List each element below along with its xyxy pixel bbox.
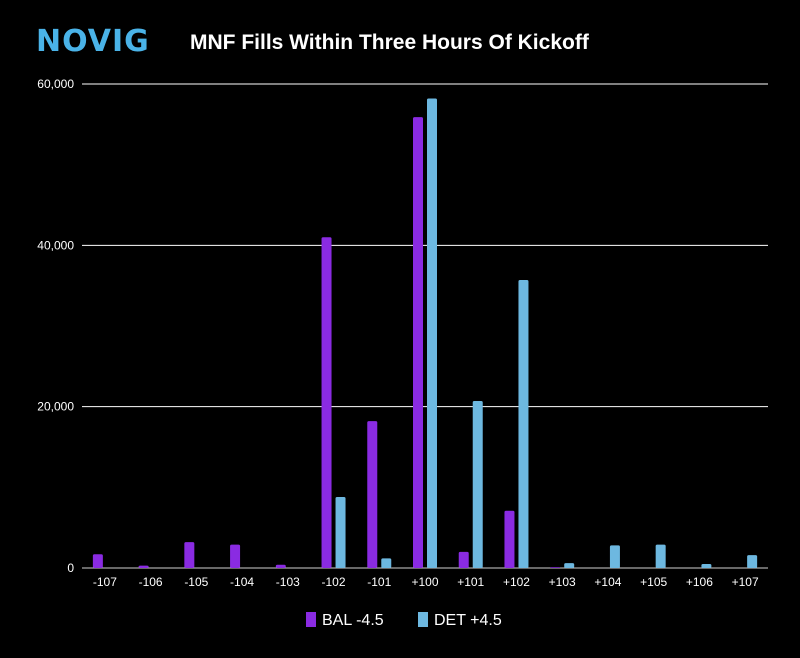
bar-det	[609, 545, 620, 568]
y-tick-label: 0	[67, 561, 74, 575]
bar-bal	[184, 542, 195, 568]
x-tick-label: -104	[230, 575, 254, 589]
gridlines	[82, 83, 768, 569]
x-tick-label: +105	[640, 575, 667, 589]
legend-swatch	[418, 612, 428, 627]
header: NOVIG MNF Fills Within Three Hours Of Ki…	[0, 0, 800, 80]
chart-title: MNF Fills Within Three Hours Of Kickoff	[190, 31, 589, 54]
legend-label: BAL -4.5	[322, 612, 384, 629]
x-tick-label: -106	[139, 575, 163, 589]
bar-det	[335, 497, 346, 568]
y-tick-label: 40,000	[37, 238, 74, 252]
bar-bal	[138, 565, 149, 568]
bar-det	[381, 558, 392, 568]
x-tick-label: -105	[184, 575, 208, 589]
legend-label: DET +4.5	[434, 612, 502, 629]
bar-bal	[321, 237, 332, 568]
bars	[92, 98, 758, 569]
bar-bal	[92, 554, 103, 568]
bar-det	[747, 555, 758, 568]
bar-det	[701, 563, 712, 568]
novig-logo: NOVIG	[36, 24, 150, 59]
bar-bal	[458, 551, 469, 568]
bar-det	[564, 563, 575, 568]
x-tick-label: -103	[276, 575, 300, 589]
y-tick-label: 60,000	[37, 77, 74, 91]
bar-det	[655, 544, 666, 568]
x-tick-label: +103	[549, 575, 576, 589]
x-tick-label: +100	[411, 575, 438, 589]
bar-bal	[275, 564, 286, 568]
x-tick-label: -107	[93, 575, 117, 589]
legend-swatch	[306, 612, 316, 627]
x-tick-label: +102	[503, 575, 530, 589]
x-axis-ticks: -107 -106 -105 -104 -103 -102 -101 +100 +101 +102…	[93, 575, 759, 589]
x-tick-label: +106	[686, 575, 713, 589]
bar-det	[427, 98, 437, 569]
bar-bal	[230, 544, 241, 568]
y-tick-label: 20,000	[37, 400, 74, 414]
bar-bal	[367, 421, 378, 568]
bar-bal	[413, 117, 423, 568]
x-tick-label: -102	[322, 575, 346, 589]
legend: BAL -4.5 DET +4.5	[306, 612, 502, 629]
x-tick-label: +107	[732, 575, 759, 589]
bar-det	[472, 401, 483, 568]
x-tick-label: +104	[594, 575, 621, 589]
x-tick-label: -101	[367, 575, 391, 589]
bar-bal	[504, 510, 515, 568]
bar-bal	[550, 567, 561, 568]
y-axis-ticks: 0 20,000 40,000 60,000	[37, 77, 74, 575]
x-tick-label: +101	[457, 575, 484, 589]
bar-det	[518, 280, 529, 568]
